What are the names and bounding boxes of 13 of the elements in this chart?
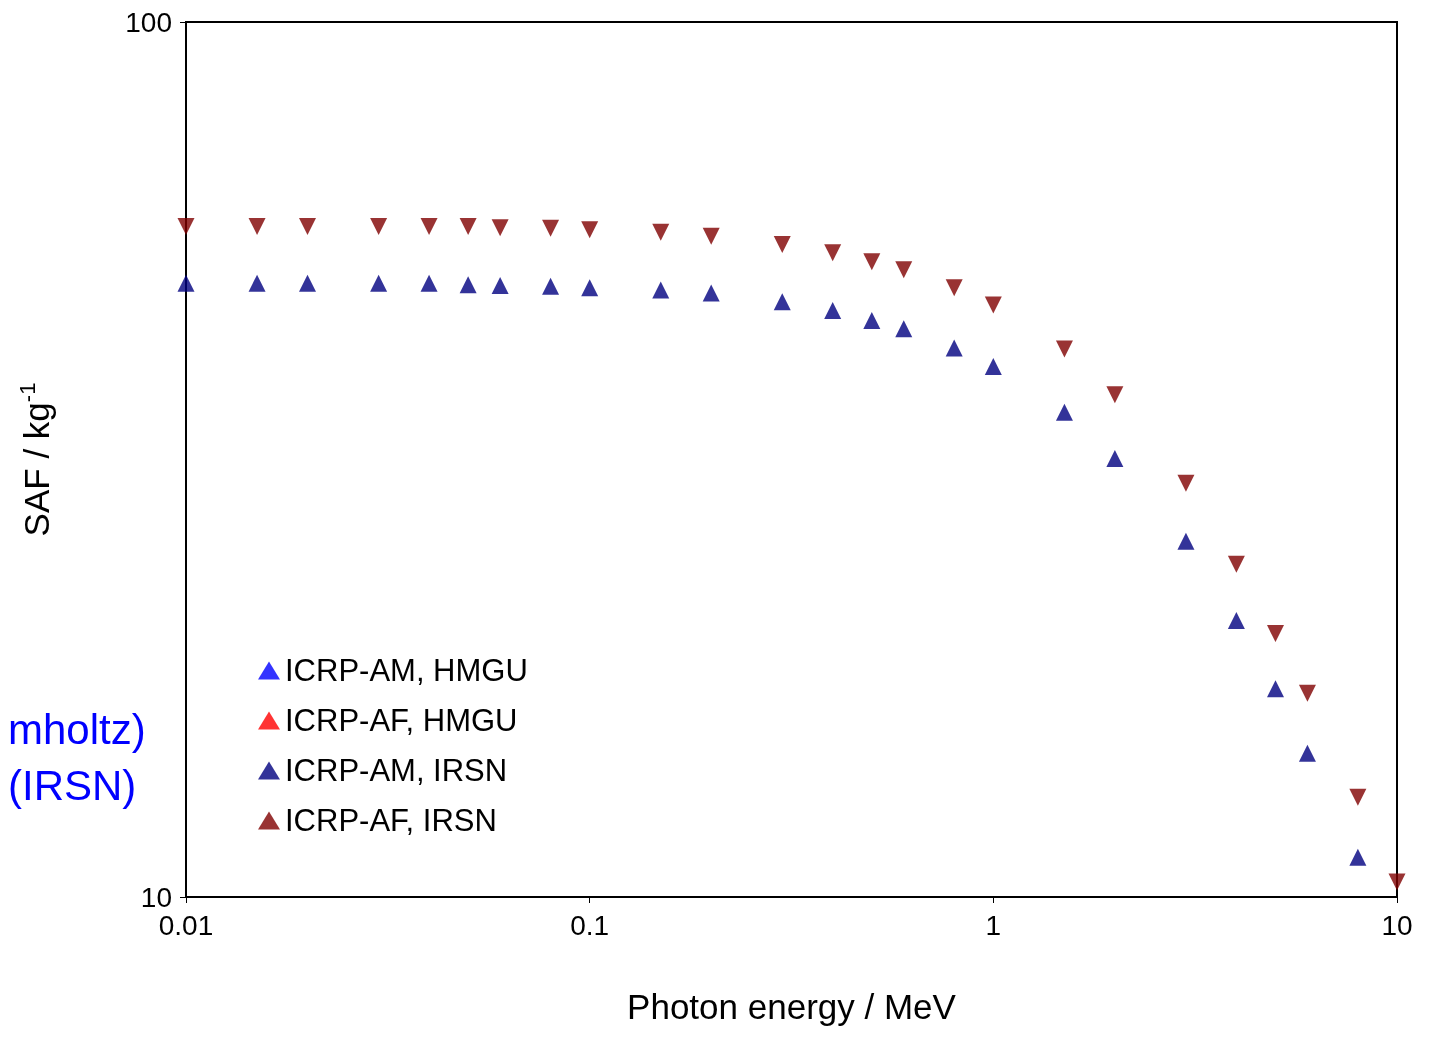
text: (IRSN): [8, 761, 137, 809]
x-tick-label: 0.01: [158, 909, 214, 941]
y-axis-title: SAF / kg-1: [14, 382, 56, 537]
x-tick-label: 0.1: [570, 909, 610, 941]
y-tick-label: 100: [125, 6, 172, 38]
legend-label: ICRP-AM, HMGU: [285, 653, 528, 688]
legend-label: ICRP-AF, HMGU: [285, 703, 518, 738]
text: mholtz): [8, 705, 146, 753]
legend-label: ICRP-AM, IRSN: [285, 753, 508, 788]
x-tick-label: 1: [985, 909, 1002, 941]
x-axis-title: Photon energy / MeV: [627, 987, 957, 1026]
x-tick-label: 10: [1381, 909, 1413, 941]
legend-label: ICRP-AF, IRSN: [285, 803, 497, 838]
